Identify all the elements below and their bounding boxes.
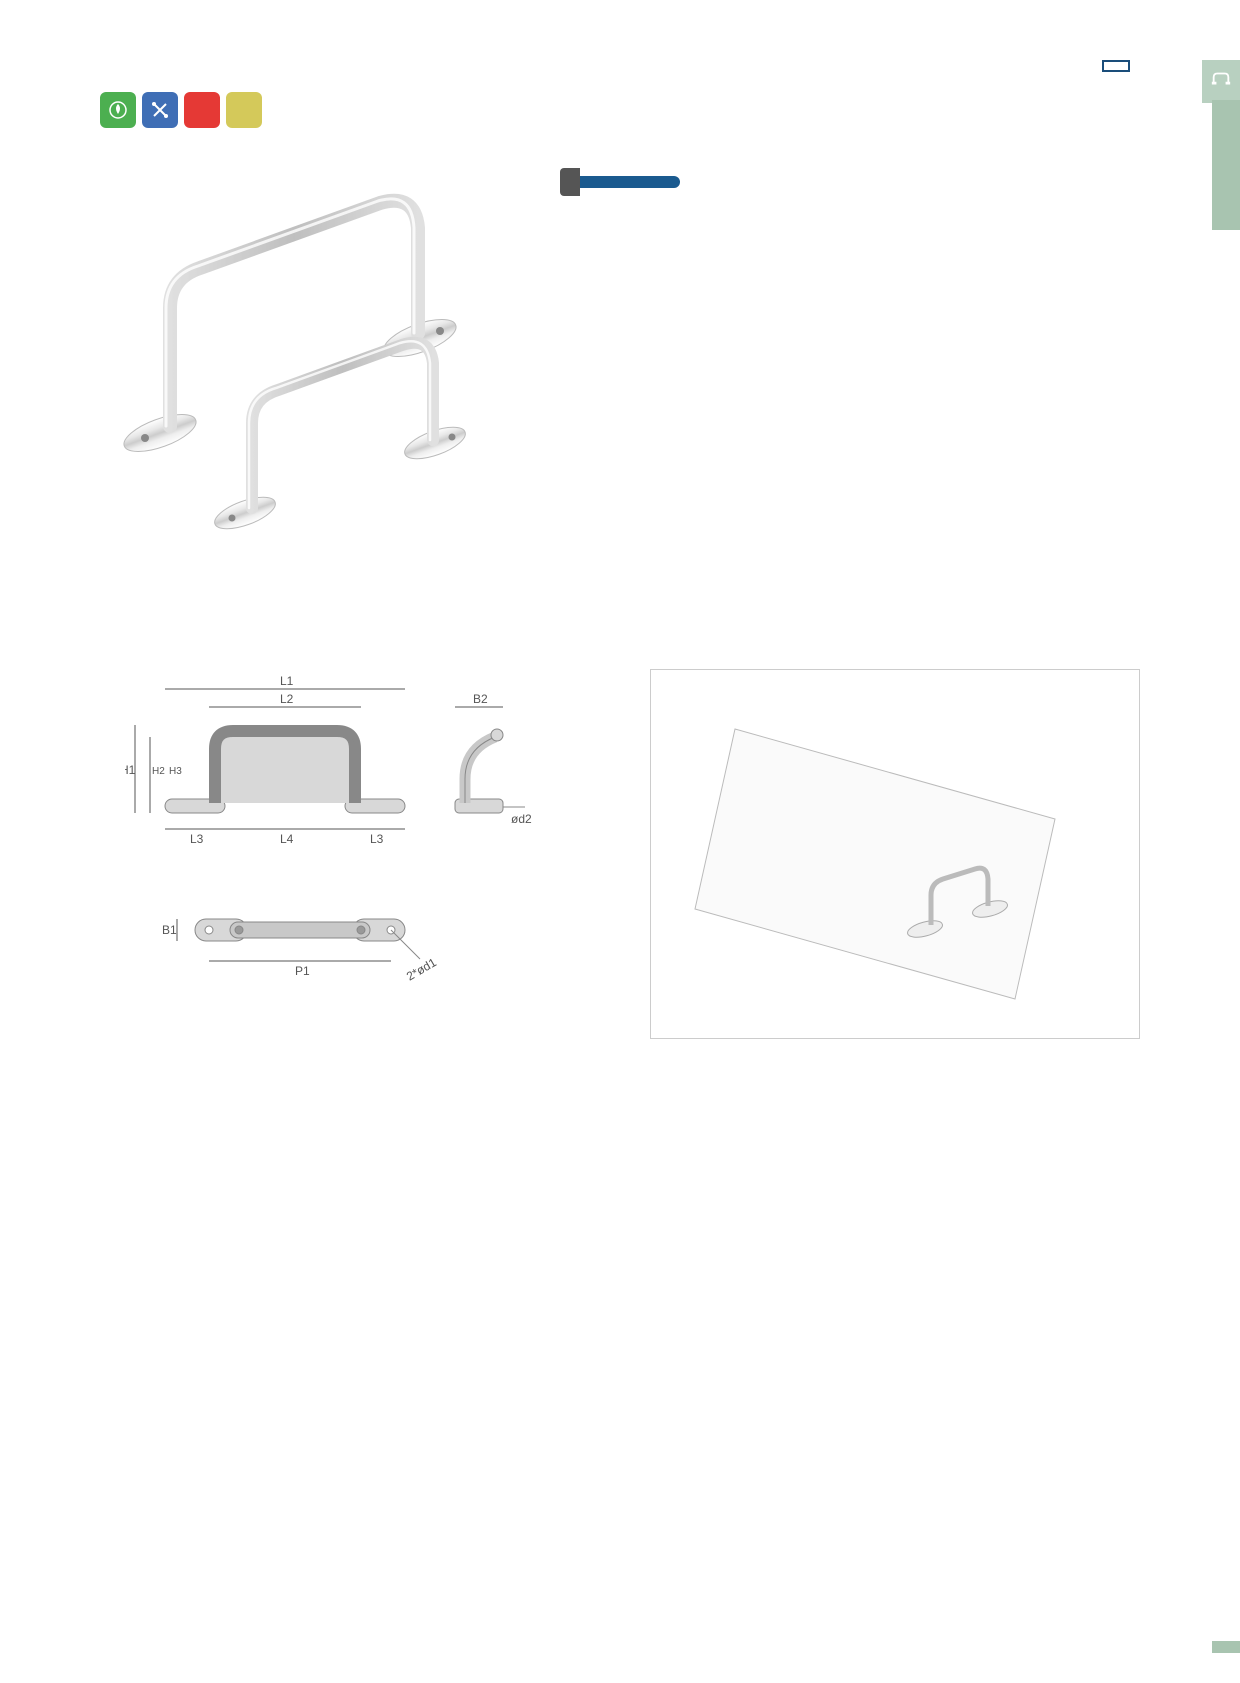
svg-text:L2: L2 xyxy=(280,692,294,706)
model-number xyxy=(580,176,680,188)
side-category-tab xyxy=(1212,100,1240,230)
svg-text:B2: B2 xyxy=(473,692,488,706)
svg-text:H1: H1 xyxy=(125,763,136,777)
svg-text:B1: B1 xyxy=(162,923,177,937)
svg-text:L3: L3 xyxy=(190,832,204,846)
svg-text:H2: H2 xyxy=(152,766,165,777)
svg-text:L3: L3 xyxy=(370,832,384,846)
badge-eco-icon xyxy=(100,92,136,128)
params-section: L1 L2 H1 H2 H3 L3 L4 L3 xyxy=(100,628,590,1039)
case-section xyxy=(650,628,1140,1039)
features-title xyxy=(560,266,1140,283)
product-info xyxy=(560,148,1140,568)
page-header xyxy=(100,60,1140,72)
svg-text:2*ød1: 2*ød1 xyxy=(404,955,439,983)
logo-area xyxy=(1102,60,1140,72)
product-name xyxy=(560,211,1140,231)
svg-text:ød2: ød2 xyxy=(511,812,532,826)
svg-text:L4: L4 xyxy=(280,832,294,846)
model-row xyxy=(560,168,1140,196)
model-label xyxy=(560,168,580,196)
page-footer xyxy=(1204,1641,1240,1653)
svg-text:L1: L1 xyxy=(280,674,294,688)
page-number xyxy=(1212,1641,1240,1653)
case-diagram xyxy=(650,669,1140,1039)
svg-text:H3: H3 xyxy=(169,766,182,777)
badge-sus xyxy=(226,92,262,128)
icon-badges-row xyxy=(100,92,1140,128)
handle-icon xyxy=(1210,68,1232,90)
badge-cad xyxy=(184,92,220,128)
badge-tools-icon xyxy=(142,92,178,128)
technical-diagram: L1 L2 H1 H2 H3 L3 L4 L3 xyxy=(100,669,590,1039)
product-image xyxy=(100,148,520,568)
logo-box xyxy=(1102,60,1130,72)
svg-text:P1: P1 xyxy=(295,964,310,978)
params-title xyxy=(100,628,590,644)
side-icon-tab xyxy=(1202,60,1240,103)
case-title xyxy=(650,628,1140,644)
